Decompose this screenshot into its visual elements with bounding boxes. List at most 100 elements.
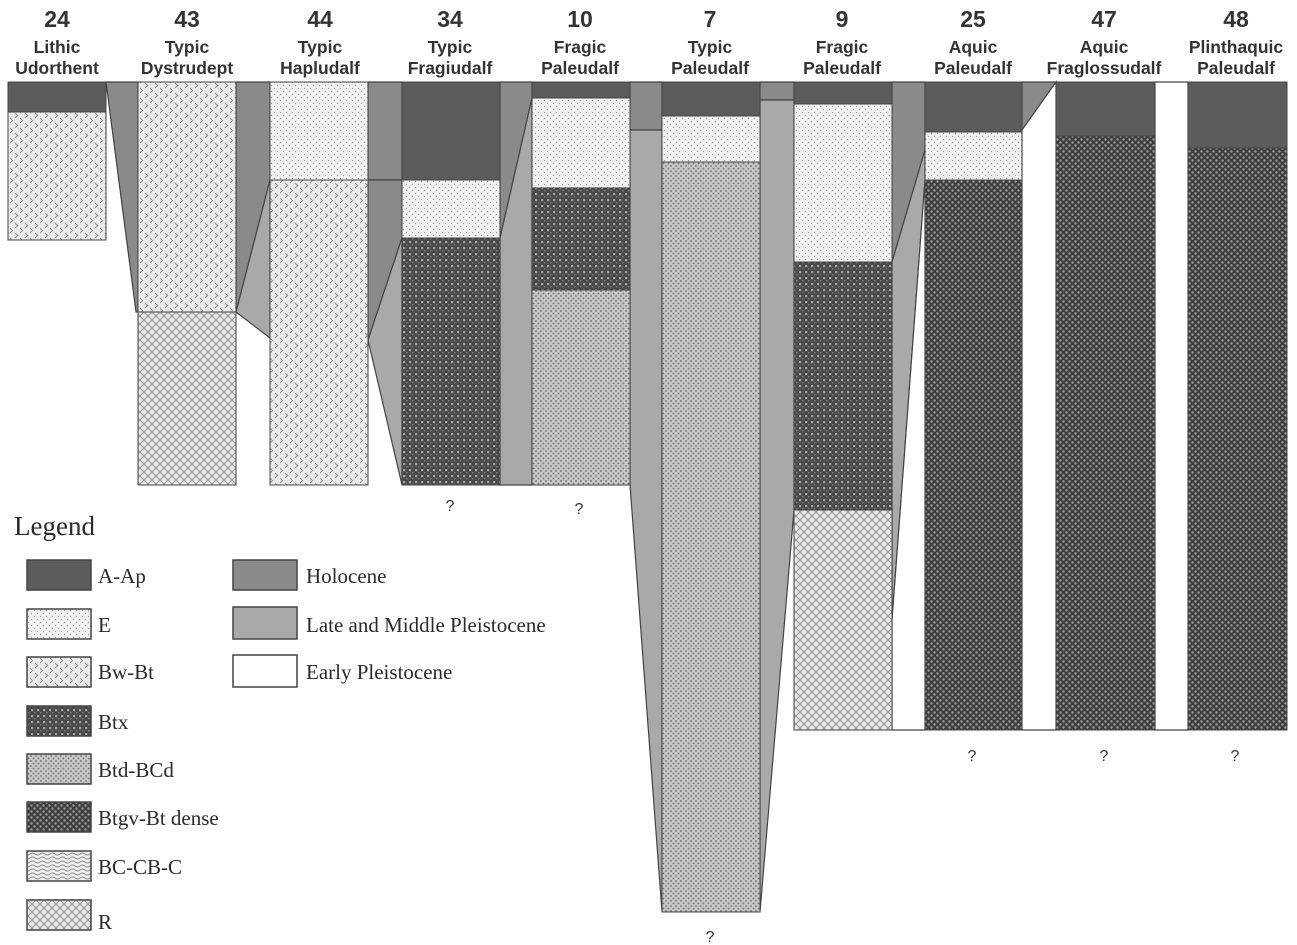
- legend-label: Holocene: [306, 564, 386, 588]
- profile-name-line2: Dystrudept: [141, 58, 234, 78]
- horizon-a-ap: [924, 81, 1023, 133]
- legend-swatch: [26, 656, 92, 688]
- soil-column: [661, 81, 761, 913]
- horizon-a-ap: [1055, 81, 1156, 137]
- legend-swatch: [26, 705, 92, 737]
- legend-label: Btd-BCd: [98, 758, 174, 782]
- profile-number: 43: [174, 6, 200, 32]
- profile-name-line2: Hapludalf: [280, 58, 360, 78]
- horizon-a-ap: [1187, 81, 1288, 149]
- legend-label: A-Ap: [98, 564, 146, 588]
- legend-item-btx: Btx: [26, 705, 129, 737]
- soil-column: [924, 81, 1023, 731]
- horizon-btx: [793, 261, 893, 511]
- legend-item-r: R: [26, 899, 112, 934]
- legend-item-a-ap: A-Ap: [26, 559, 146, 591]
- profile-number: 48: [1223, 6, 1249, 32]
- horizon-a-ap: [793, 81, 893, 105]
- holocene-wedge: [105, 81, 139, 313]
- legend-swatch: [26, 850, 92, 882]
- legend-swatch: [26, 753, 92, 785]
- legend-swatch: [26, 899, 92, 931]
- horizon-e: [401, 179, 501, 239]
- soil-column: [531, 81, 631, 486]
- unknown-depth-marker: ?: [706, 929, 715, 945]
- profile-number: 24: [44, 6, 70, 32]
- late-middle-pleistocene-wedge: [629, 129, 663, 913]
- legend-item-btgv-bt-dense: Btgv-Bt dense: [26, 801, 219, 833]
- legend-swatch: [232, 559, 298, 591]
- horizon-r: [793, 509, 893, 731]
- legend-item-holocene: Holocene: [232, 559, 386, 591]
- profile-number: 34: [437, 6, 463, 32]
- profile-name-line2: Udorthent: [15, 58, 99, 78]
- profile-name-line1: Typic: [428, 37, 473, 57]
- unknown-depth-marker: ?: [1100, 748, 1109, 765]
- soil-column: [1187, 81, 1288, 731]
- soil-column: [269, 81, 369, 486]
- profile-name-line1: Fragic: [816, 37, 869, 57]
- profile-name-line2: Fragiudalf: [408, 58, 493, 78]
- legend-item-early-pleistocene: Early Pleistocene: [232, 654, 452, 688]
- unknown-depth-marker: ?: [1231, 748, 1240, 765]
- column-headers: 24 Lithic Udorthent 43 Typic Dystrudept …: [15, 6, 1283, 78]
- profile-number: 47: [1091, 6, 1117, 32]
- profile-number: 9: [836, 6, 849, 32]
- holocene-wedge: [367, 81, 403, 181]
- legend-swatch: [232, 606, 298, 640]
- horizon-a-ap: [531, 81, 631, 99]
- soil-column: [7, 81, 107, 241]
- legend-label: Btx: [98, 710, 129, 734]
- legend-label: E: [98, 613, 111, 637]
- holocene-wedge: [759, 81, 795, 101]
- horizon-btd-bcd: [531, 289, 631, 486]
- holocene-wedge: [629, 81, 663, 131]
- soil-column: [793, 81, 893, 731]
- legend-title: Legend: [14, 511, 95, 541]
- horizon-btx: [401, 237, 501, 486]
- profile-name-line1: Plinthaquic: [1189, 37, 1284, 57]
- horizon-btgv-bt-dense: [1187, 147, 1288, 731]
- legend-item-btd-bcd: Btd-BCd: [26, 753, 174, 785]
- profile-name-line2: Paleudalf: [541, 58, 619, 78]
- horizon-a-ap: [661, 81, 761, 117]
- horizon-a-ap: [401, 81, 501, 181]
- horizon-e: [924, 131, 1023, 181]
- legend-swatch: [26, 608, 92, 640]
- early-pleistocene-wedge: [1021, 80, 1057, 731]
- horizon-btx: [531, 187, 631, 291]
- profile-name-line2: Fraglossudalf: [1047, 58, 1162, 78]
- late-middle-pleistocene-wedge: [759, 99, 795, 913]
- horizon-a-ap: [7, 81, 107, 113]
- horizon-r: [137, 311, 237, 486]
- early-pleistocene-wedge: [1154, 81, 1189, 731]
- soil-profile-columns: [7, 81, 1288, 913]
- profile-name-line1: Aquic: [1080, 37, 1129, 57]
- profile-name-line2: Paleudalf: [1197, 58, 1275, 78]
- profile-name-line1: Fragic: [554, 37, 607, 57]
- horizon-bw-bt: [7, 111, 107, 241]
- horizon-bw-bt: [137, 81, 237, 313]
- legend-label: R: [98, 910, 112, 934]
- profile-name-line2: Paleudalf: [803, 58, 881, 78]
- unknown-depth-marker: ?: [446, 498, 455, 515]
- horizon-e: [269, 81, 369, 181]
- legend-label: BC-CB-C: [98, 855, 182, 879]
- legend-item-bw-bt: Bw-Bt: [26, 656, 154, 688]
- unknown-depth-marker: ?: [575, 501, 584, 518]
- horizon-btd-bcd: [661, 161, 761, 913]
- profile-number: 7: [704, 6, 717, 32]
- horizon-bw-bt: [269, 179, 369, 486]
- horizon-btgv-bt-dense: [924, 179, 1023, 731]
- legend: Legend A-Ap E Bw-Bt Btx Btd-BCd Btgv-Bt …: [14, 511, 546, 934]
- horizon-e: [531, 97, 631, 189]
- profile-name-line2: Paleudalf: [671, 58, 749, 78]
- profile-name-line1: Lithic: [34, 37, 81, 57]
- legend-swatch: [26, 801, 92, 833]
- profile-name-line1: Aquic: [949, 37, 998, 57]
- soil-column: [1055, 81, 1156, 731]
- legend-item-e: E: [26, 608, 111, 640]
- legend-item-bc-cb-c: BC-CB-C: [26, 850, 182, 882]
- legend-label: Btgv-Bt dense: [98, 806, 219, 830]
